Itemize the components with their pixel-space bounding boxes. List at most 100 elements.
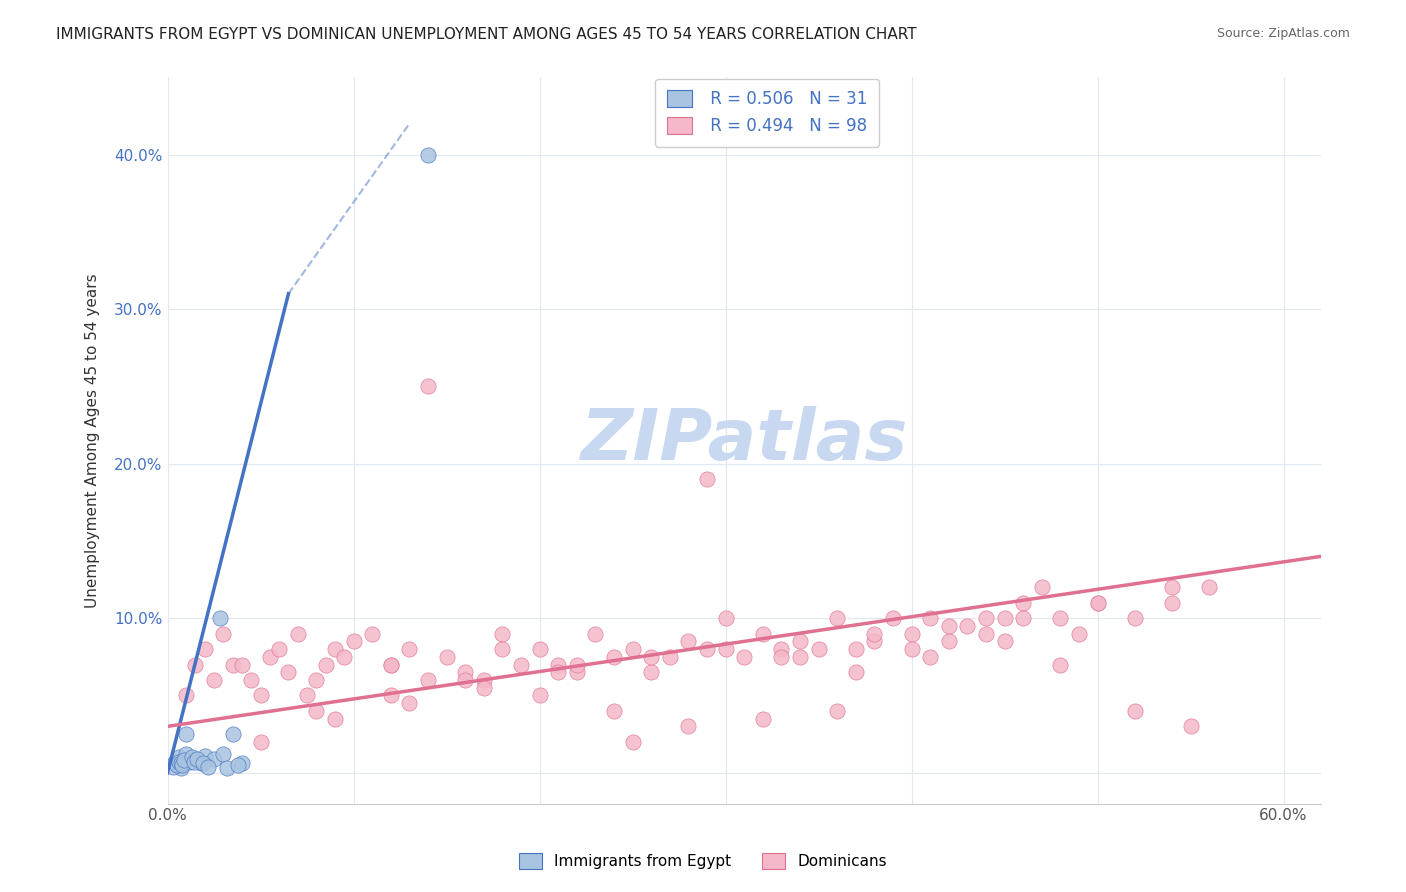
Point <box>231 756 253 771</box>
Point <box>696 642 718 657</box>
Point <box>565 665 588 680</box>
Point <box>1180 719 1202 733</box>
Point <box>845 665 868 680</box>
Point <box>993 611 1015 625</box>
Point <box>173 753 195 767</box>
Point <box>547 665 569 680</box>
Point <box>167 755 190 769</box>
Point <box>184 752 207 766</box>
Point <box>183 755 205 769</box>
Point <box>166 758 188 772</box>
Point <box>208 611 231 625</box>
Point <box>714 642 737 657</box>
Point <box>900 626 922 640</box>
Point <box>993 634 1015 648</box>
Point <box>174 727 197 741</box>
Point <box>1012 596 1035 610</box>
Point <box>807 642 830 657</box>
Point <box>416 147 439 161</box>
Point <box>1031 580 1053 594</box>
Point <box>882 611 904 625</box>
Point <box>342 634 364 648</box>
Point <box>751 712 773 726</box>
Point <box>974 611 997 625</box>
Point <box>547 657 569 672</box>
Point <box>1067 626 1090 640</box>
Point <box>770 642 793 657</box>
Point <box>174 747 197 761</box>
Point <box>640 665 662 680</box>
Point <box>454 673 477 687</box>
Point <box>751 626 773 640</box>
Point <box>696 472 718 486</box>
Point <box>202 673 225 687</box>
Point <box>169 756 191 771</box>
Point <box>1087 596 1109 610</box>
Point <box>221 657 243 672</box>
Point <box>1049 657 1071 672</box>
Point <box>184 657 207 672</box>
Point <box>714 611 737 625</box>
Point <box>173 753 195 767</box>
Point <box>172 758 194 772</box>
Point <box>215 761 238 775</box>
Point <box>845 642 868 657</box>
Point <box>249 735 271 749</box>
Point <box>1012 611 1035 625</box>
Point <box>361 626 384 640</box>
Point <box>295 689 318 703</box>
Point <box>398 696 420 710</box>
Point <box>1161 596 1184 610</box>
Point <box>287 626 309 640</box>
Point <box>166 758 188 772</box>
Point <box>249 689 271 703</box>
Point <box>938 619 960 633</box>
Point <box>1123 611 1146 625</box>
Point <box>212 747 235 761</box>
Point <box>529 642 551 657</box>
Point <box>454 665 477 680</box>
Point <box>956 619 979 633</box>
Point <box>529 689 551 703</box>
Point <box>770 649 793 664</box>
Legend: Immigrants from Egypt, Dominicans: Immigrants from Egypt, Dominicans <box>513 847 893 875</box>
Point <box>226 758 249 772</box>
Point <box>583 626 606 640</box>
Point <box>315 657 337 672</box>
Point <box>416 673 439 687</box>
Point <box>1123 704 1146 718</box>
Point <box>174 689 197 703</box>
Point <box>678 719 700 733</box>
Point <box>920 611 942 625</box>
Point <box>920 649 942 664</box>
Point <box>658 649 681 664</box>
Text: Source: ZipAtlas.com: Source: ZipAtlas.com <box>1216 27 1350 40</box>
Point <box>269 642 291 657</box>
Point <box>436 649 458 664</box>
Point <box>333 649 356 664</box>
Point <box>789 634 811 648</box>
Point <box>900 642 922 657</box>
Point <box>640 649 662 664</box>
Point <box>305 673 328 687</box>
Point <box>863 626 886 640</box>
Point <box>1087 596 1109 610</box>
Point <box>974 626 997 640</box>
Point <box>186 752 208 766</box>
Point <box>323 712 346 726</box>
Point <box>221 727 243 741</box>
Point <box>789 649 811 664</box>
Point <box>194 748 217 763</box>
Point <box>603 649 626 664</box>
Text: ZIPatlas: ZIPatlas <box>581 406 908 475</box>
Point <box>172 756 194 771</box>
Point <box>472 673 495 687</box>
Text: IMMIGRANTS FROM EGYPT VS DOMINICAN UNEMPLOYMENT AMONG AGES 45 TO 54 YEARS CORREL: IMMIGRANTS FROM EGYPT VS DOMINICAN UNEMP… <box>56 27 917 42</box>
Point <box>825 611 848 625</box>
Point <box>180 750 202 764</box>
Point <box>190 756 212 771</box>
Point <box>416 379 439 393</box>
Point <box>194 642 217 657</box>
Point <box>169 761 191 775</box>
Point <box>472 681 495 695</box>
